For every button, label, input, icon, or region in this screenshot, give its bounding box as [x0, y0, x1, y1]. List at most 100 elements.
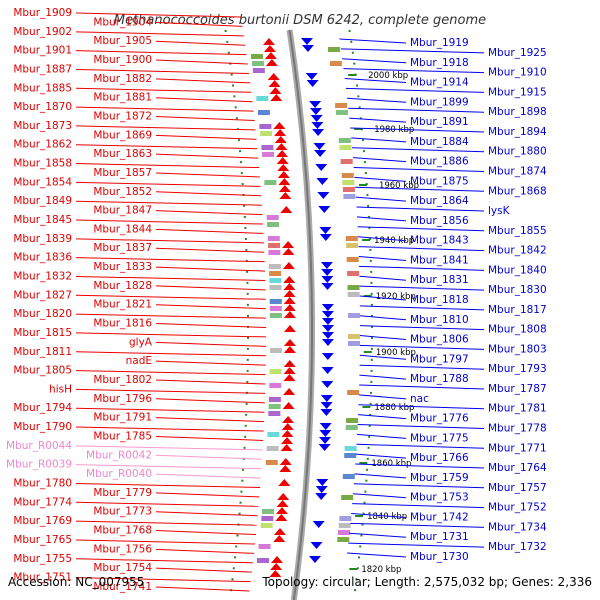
left-gene-label[interactable]: Mbur_R0040 — [86, 468, 152, 480]
left-gene-label[interactable]: Mbur_1802 — [93, 374, 152, 386]
right-gene-label[interactable]: Mbur_1915 — [488, 86, 547, 98]
left-gene-label[interactable]: Mbur_1832 — [13, 270, 72, 282]
left-gene-label[interactable]: Mbur_1901 — [13, 45, 72, 57]
left-gene-label[interactable]: Mbur_1754 — [93, 562, 152, 574]
left-gene-label[interactable]: Mbur_1905 — [93, 35, 152, 47]
right-gene-label[interactable]: Mbur_1759 — [410, 472, 469, 484]
right-gene-label[interactable]: Mbur_1856 — [410, 215, 469, 227]
left-gene-label[interactable]: Mbur_1836 — [13, 252, 72, 264]
left-gene-label[interactable]: Mbur_1794 — [13, 402, 72, 414]
right-gene-label[interactable]: Mbur_1803 — [488, 343, 547, 355]
left-gene-label[interactable]: Mbur_1839 — [13, 233, 72, 245]
left-gene-label[interactable]: Mbur_1755 — [13, 553, 72, 565]
left-gene-label[interactable]: Mbur_1765 — [13, 534, 72, 546]
left-gene-label[interactable]: Mbur_1844 — [93, 223, 152, 235]
left-gene-label[interactable]: Mbur_1869 — [93, 129, 152, 141]
left-gene-label[interactable]: Mbur_1811 — [13, 346, 72, 358]
right-gene-label[interactable]: Mbur_1775 — [410, 432, 469, 444]
left-gene-label[interactable]: hisH — [49, 383, 72, 395]
right-gene-label[interactable]: Mbur_1752 — [488, 502, 547, 514]
left-gene-label[interactable]: Mbur_1900 — [93, 54, 152, 66]
left-gene-label[interactable]: Mbur_1820 — [13, 308, 72, 320]
left-gene-label[interactable]: Mbur_1821 — [93, 299, 152, 311]
right-gene-label[interactable]: Mbur_1925 — [488, 47, 547, 59]
right-gene-label[interactable]: Mbur_1731 — [410, 531, 469, 543]
left-gene-label[interactable]: Mbur_1768 — [93, 525, 152, 537]
right-gene-label[interactable]: Mbur_1788 — [410, 373, 469, 385]
right-gene-label[interactable]: Mbur_1808 — [488, 324, 547, 336]
right-gene-label[interactable]: Mbur_1843 — [410, 235, 469, 247]
right-gene-label[interactable]: nac — [410, 393, 429, 405]
right-gene-label[interactable]: Mbur_1919 — [410, 37, 469, 49]
right-gene-label[interactable]: Mbur_1898 — [488, 106, 547, 118]
left-gene-label[interactable]: Mbur_1774 — [13, 496, 72, 508]
left-gene-label[interactable]: Mbur_1862 — [13, 139, 72, 151]
right-gene-label[interactable]: Mbur_1855 — [488, 225, 547, 237]
right-gene-label[interactable]: Mbur_1776 — [410, 413, 469, 425]
right-gene-label[interactable]: Mbur_1884 — [410, 136, 469, 148]
right-gene-label[interactable]: Mbur_1810 — [410, 314, 469, 326]
left-gene-label[interactable]: Mbur_R0039 — [6, 459, 72, 471]
left-gene-label[interactable]: Mbur_1858 — [13, 158, 72, 170]
left-gene-label[interactable]: Mbur_1873 — [13, 120, 72, 132]
left-gene-label[interactable]: Mbur_1751 — [13, 572, 72, 584]
right-gene-label[interactable]: Mbur_1868 — [488, 185, 547, 197]
right-gene-label[interactable]: Mbur_1899 — [410, 96, 469, 108]
left-gene-label[interactable]: Mbur_1902 — [13, 26, 72, 38]
right-gene-label[interactable]: Mbur_1753 — [410, 492, 469, 504]
right-gene-label[interactable]: lysK — [488, 205, 511, 217]
right-gene-label[interactable]: Mbur_1910 — [488, 67, 547, 79]
right-gene-label[interactable]: Mbur_1771 — [488, 442, 547, 454]
left-gene-label[interactable]: Mbur_1857 — [93, 167, 152, 179]
left-gene-label[interactable]: Mbur_R0042 — [86, 449, 152, 461]
right-gene-label[interactable]: Mbur_1778 — [488, 423, 547, 435]
left-gene-label[interactable]: Mbur_1791 — [93, 412, 152, 424]
right-gene-label[interactable]: Mbur_1840 — [488, 264, 547, 276]
left-gene-label[interactable]: Mbur_1780 — [13, 477, 72, 489]
left-gene-label[interactable]: Mbur_1790 — [13, 421, 72, 433]
left-gene-label[interactable]: Mbur_1833 — [93, 261, 152, 273]
right-gene-label[interactable]: Mbur_1818 — [410, 294, 469, 306]
right-gene-label[interactable]: Mbur_1875 — [410, 175, 469, 187]
left-gene-label[interactable]: Mbur_1863 — [93, 148, 152, 160]
right-gene-label[interactable]: Mbur_1730 — [410, 551, 469, 563]
left-gene-label[interactable]: Mbur_1845 — [13, 214, 72, 226]
left-gene-label[interactable]: Mbur_1881 — [93, 92, 152, 104]
left-gene-label[interactable]: Mbur_1741 — [93, 581, 152, 593]
right-gene-label[interactable]: Mbur_1781 — [488, 403, 547, 415]
right-gene-label[interactable]: Mbur_1891 — [410, 116, 469, 128]
right-gene-label[interactable]: Mbur_1817 — [488, 304, 547, 316]
right-gene-label[interactable]: Mbur_1732 — [488, 541, 547, 553]
left-gene-label[interactable]: Mbur_1805 — [13, 365, 72, 377]
left-gene-label[interactable]: Mbur_1847 — [93, 205, 152, 217]
left-gene-label[interactable]: Mbur_1904 — [93, 16, 152, 28]
right-gene-label[interactable]: Mbur_1886 — [410, 156, 469, 168]
right-gene-label[interactable]: Mbur_1787 — [488, 383, 547, 395]
left-gene-label[interactable]: glyA — [129, 336, 153, 348]
right-gene-label[interactable]: Mbur_1874 — [488, 166, 547, 178]
left-gene-label[interactable]: Mbur_1827 — [13, 289, 72, 301]
left-gene-label[interactable]: Mbur_1909 — [13, 7, 72, 19]
right-gene-label[interactable]: Mbur_1894 — [488, 126, 547, 138]
right-gene-label[interactable]: Mbur_1742 — [410, 511, 469, 523]
right-gene-label[interactable]: Mbur_1734 — [488, 521, 547, 533]
left-gene-label[interactable]: nadE — [126, 355, 152, 367]
left-gene-label[interactable]: Mbur_1870 — [13, 101, 72, 113]
left-gene-label[interactable]: Mbur_1852 — [93, 186, 152, 198]
right-gene-label[interactable]: Mbur_1764 — [488, 462, 547, 474]
right-gene-label[interactable]: Mbur_1842 — [488, 245, 547, 257]
right-gene-label[interactable]: Mbur_1864 — [410, 195, 469, 207]
right-gene-label[interactable]: Mbur_1831 — [410, 274, 469, 286]
left-gene-label[interactable]: Mbur_1773 — [93, 506, 152, 518]
left-gene-label[interactable]: Mbur_1849 — [13, 195, 72, 207]
right-gene-label[interactable]: Mbur_1880 — [488, 146, 547, 158]
left-gene-label[interactable]: Mbur_1785 — [93, 430, 152, 442]
right-gene-label[interactable]: Mbur_1797 — [410, 353, 469, 365]
left-gene-label[interactable]: Mbur_1779 — [93, 487, 152, 499]
left-gene-label[interactable]: Mbur_1887 — [13, 63, 72, 75]
right-gene-label[interactable]: Mbur_1914 — [410, 77, 469, 89]
left-gene-label[interactable]: Mbur_1796 — [93, 393, 152, 405]
left-gene-label[interactable]: Mbur_1815 — [13, 327, 72, 339]
right-gene-label[interactable]: Mbur_1918 — [410, 57, 469, 69]
left-gene-label[interactable]: Mbur_1828 — [93, 280, 152, 292]
